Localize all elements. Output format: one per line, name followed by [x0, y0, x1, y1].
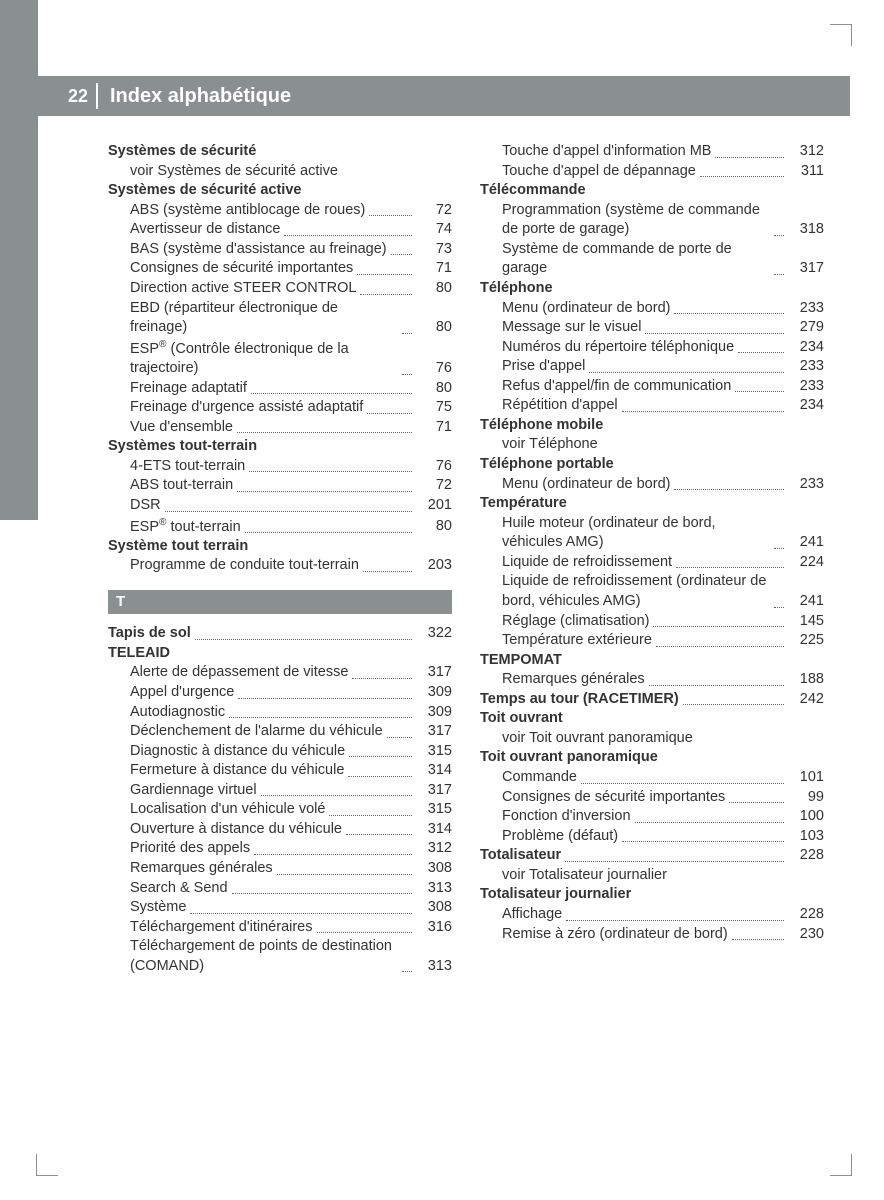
index-heading: Systèmes de sécurité: [108, 142, 452, 162]
index-entry: Menu (ordinateur de bord)233: [480, 299, 824, 319]
crop-mark-bl: [36, 1154, 58, 1176]
index-entry: Liquide de refroidissement224: [480, 553, 824, 573]
index-heading: Toit ouvrant panoramique: [480, 748, 824, 768]
header-divider: [96, 83, 98, 109]
index-see-reference: voir Systèmes de sécurité active: [108, 162, 452, 182]
index-entry: EBD (répartiteur électronique de freinag…: [108, 299, 452, 338]
index-entry: Problème (défaut)103: [480, 827, 824, 847]
index-entry: Déclenchement de l'alarme du véhicule317: [108, 722, 452, 742]
index-entry: Touche d'appel de dépannage311: [480, 162, 824, 182]
index-entry: Programme de conduite tout-terrain203: [108, 556, 452, 576]
index-entry: Consignes de sécurité importantes99: [480, 788, 824, 808]
index-see-reference: voir Téléphone: [480, 435, 824, 455]
index-heading: Systèmes de sécurité active: [108, 181, 452, 201]
index-entry: Système308: [108, 898, 452, 918]
index-entry: Menu (ordinateur de bord)233: [480, 475, 824, 495]
index-heading: Téléphone mobile: [480, 416, 824, 436]
index-entry: Température extérieure225: [480, 631, 824, 651]
index-entry: Appel d'urgence309: [108, 683, 452, 703]
index-entry: Message sur le visuel279: [480, 318, 824, 338]
index-heading: TELEAID: [108, 644, 452, 664]
index-entry: Prise d'appel233: [480, 357, 824, 377]
index-entry: Direction active STEER CONTROL80: [108, 279, 452, 299]
index-entry: Programmation (système de commande de po…: [480, 201, 824, 240]
index-entry: Localisation d'un véhicule volé315: [108, 800, 452, 820]
index-entry: Autodiagnostic309: [108, 703, 452, 723]
index-entry: DSR201: [108, 496, 452, 516]
index-entry: Alerte de dépassement de vitesse317: [108, 663, 452, 683]
index-entry: Réglage (climatisation)145: [480, 612, 824, 632]
index-heading: Tapis de sol322: [108, 624, 452, 644]
index-entry: Affichage228: [480, 905, 824, 925]
index-heading: Toit ouvrant: [480, 709, 824, 729]
index-entry: Refus d'appel/fin de communication233: [480, 377, 824, 397]
page-header: 22 Index alphabétique: [38, 76, 850, 116]
side-tab: [0, 0, 38, 1200]
index-entry: Remise à zéro (ordinateur de bord)230: [480, 925, 824, 945]
index-entry: Fonction d'inversion100: [480, 807, 824, 827]
index-see-reference: voir Totalisateur journalier: [480, 866, 824, 886]
index-heading: Téléphone: [480, 279, 824, 299]
index-heading: Totalisateur228: [480, 846, 824, 866]
index-heading: Totalisateur journalier: [480, 885, 824, 905]
index-entry: Diagnostic à distance du véhicule315: [108, 742, 452, 762]
index-entry: Vue d'ensemble71: [108, 418, 452, 438]
index-entry: Commande101: [480, 768, 824, 788]
index-entry: Remarques générales308: [108, 859, 452, 879]
index-entry: Téléchargement de points de destination …: [108, 937, 452, 976]
index-entry: Avertisseur de distance74: [108, 220, 452, 240]
index-entry: ABS (système antiblocage de roues)72: [108, 201, 452, 221]
page-number: 22: [38, 86, 96, 107]
page-title: Index alphabétique: [110, 85, 291, 108]
index-heading: Téléphone portable: [480, 455, 824, 475]
index-entry: 4-ETS tout-terrain76: [108, 457, 452, 477]
index-content: Systèmes de sécuritévoir Systèmes de séc…: [108, 142, 824, 1140]
index-entry: Remarques générales188: [480, 670, 824, 690]
index-letter-section: T: [108, 590, 452, 614]
index-entry: ESP® (Contrôle électronique de la trajec…: [108, 338, 452, 379]
index-entry: Ouverture à distance du véhicule314: [108, 820, 452, 840]
index-entry: Consignes de sécurité importantes71: [108, 259, 452, 279]
index-heading: Systèmes tout-terrain: [108, 437, 452, 457]
index-entry: Search & Send313: [108, 879, 452, 899]
index-entry: BAS (système d'assistance au freinage)73: [108, 240, 452, 260]
index-entry: Freinage d'urgence assisté adaptatif75: [108, 398, 452, 418]
index-entry: Freinage adaptatif80: [108, 379, 452, 399]
crop-mark-br: [830, 1154, 852, 1176]
crop-mark-tr: [830, 24, 852, 46]
index-heading: Télécommande: [480, 181, 824, 201]
index-heading: Système tout terrain: [108, 537, 452, 557]
index-entry: Liquide de refroidissement (ordinateur d…: [480, 572, 824, 611]
index-heading: TEMPOMAT: [480, 651, 824, 671]
index-entry: Gardiennage virtuel317: [108, 781, 452, 801]
index-entry: Téléchargement d'itinéraires316: [108, 918, 452, 938]
index-entry: ABS tout-terrain72: [108, 476, 452, 496]
index-entry: Numéros du répertoire téléphonique234: [480, 338, 824, 358]
index-entry: Système de commande de porte de garage31…: [480, 240, 824, 279]
index-heading: Température: [480, 494, 824, 514]
index-entry: Huile moteur (ordinateur de bord, véhicu…: [480, 514, 824, 553]
index-see-reference: voir Toit ouvrant panoramique: [480, 729, 824, 749]
index-entry: Répétition d'appel234: [480, 396, 824, 416]
index-heading: Temps au tour (RACETIMER)242: [480, 690, 824, 710]
index-entry: ESP® tout-terrain80: [108, 516, 452, 537]
index-entry: Fermeture à distance du véhicule314: [108, 761, 452, 781]
index-entry: Priorité des appels312: [108, 839, 452, 859]
index-entry: Touche d'appel d'information MB312: [480, 142, 824, 162]
